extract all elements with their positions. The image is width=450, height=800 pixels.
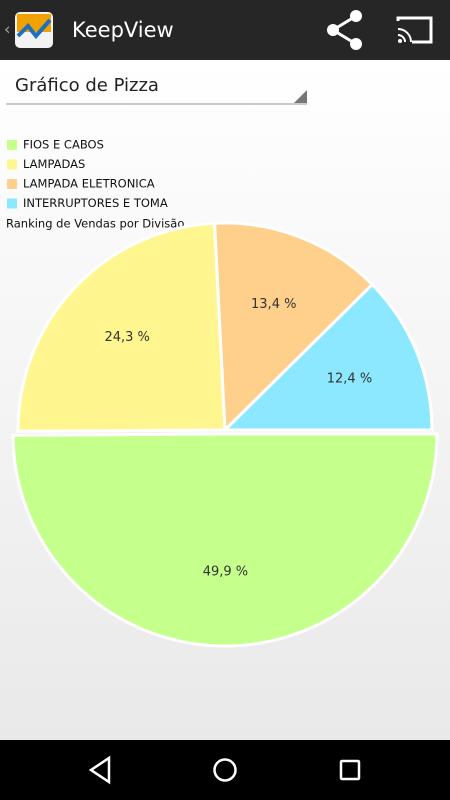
pie-slice (11, 432, 439, 648)
legend-swatch (7, 140, 17, 150)
icon-line (16, 18, 52, 40)
legend-label: INTERRUPTORES E TOMA (23, 196, 168, 210)
cast-button[interactable] (396, 16, 433, 44)
action-bar (0, 0, 450, 60)
slice-label: 24,3 % (104, 330, 149, 345)
pie-slice (221, 282, 434, 432)
share-button[interactable] (327, 10, 362, 50)
nav-bar (0, 740, 450, 800)
cast-corner (396, 16, 404, 21)
pie-slice (16, 221, 227, 433)
slice-label: 49,9 % (203, 564, 248, 579)
nav-recents[interactable] (339, 759, 361, 781)
legend-label: LAMPADAS (23, 157, 85, 171)
app-title: KeepView (72, 18, 174, 42)
chart-subtitle: Ranking de Vendas por Divisão (6, 217, 184, 231)
spinner[interactable]: Gráfico de Pizza (6, 75, 307, 105)
up-caret: ‹ (4, 20, 10, 39)
share-link (330, 14, 357, 46)
app-icon[interactable]: ‹ (4, 12, 53, 48)
cast-dot (398, 39, 402, 43)
legend-swatch (7, 198, 17, 209)
spinner-arrow (294, 90, 307, 103)
slice-label: 12,4 % (327, 371, 372, 386)
spinner-label: Gráfico de Pizza (15, 75, 159, 96)
chart: FIOS E CABOS LAMPADAS LAMPADA ELETRONICA IN… (6, 138, 439, 648)
nav-home[interactable] (213, 758, 237, 782)
legend-label: FIOS E CABOS (23, 138, 104, 152)
slice-label: 13,4 % (251, 297, 296, 312)
cast-frame (402, 16, 433, 44)
pie-slice (213, 221, 375, 434)
legend-swatch (7, 159, 17, 170)
cast-waves (397, 28, 412, 43)
legend-label: LAMPADA ELETRONICA (23, 177, 155, 191)
nav-back[interactable] (88, 755, 111, 785)
legend-swatch (7, 179, 17, 189)
